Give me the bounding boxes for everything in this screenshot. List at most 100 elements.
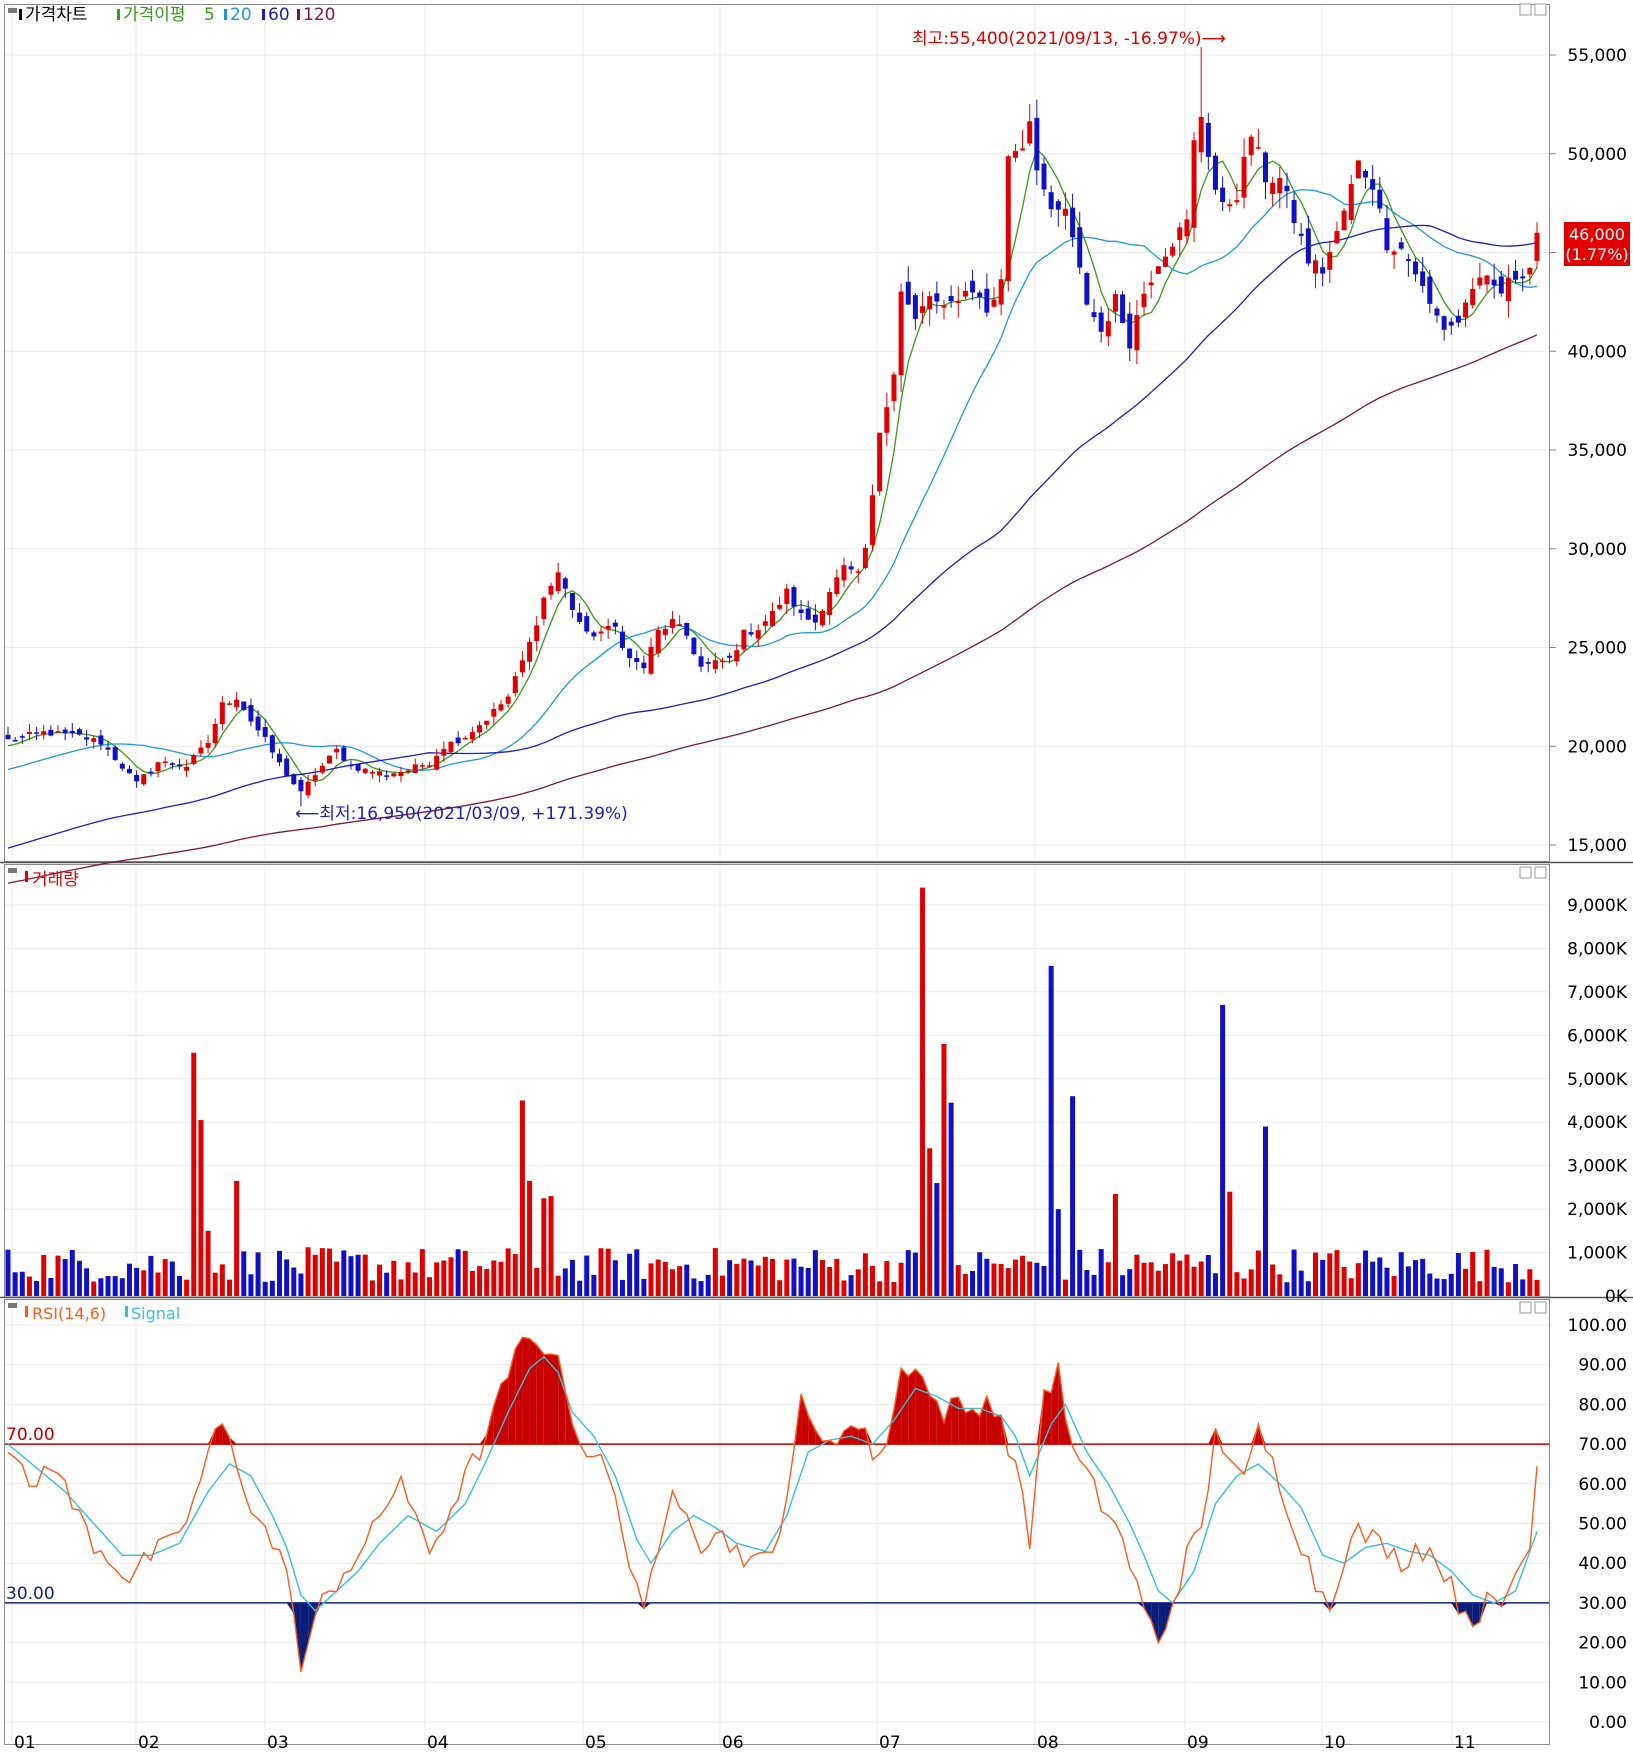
volume-bar	[12, 1272, 18, 1296]
candle-up	[391, 773, 397, 777]
panel-menu-icon[interactable]	[8, 8, 17, 13]
volume-bar	[534, 1267, 540, 1296]
last-price-change: (1.77%)	[1565, 245, 1628, 264]
candle-up	[1112, 294, 1118, 312]
minimize-icon[interactable]	[1519, 1301, 1532, 1314]
volume-bar	[977, 1252, 983, 1296]
candle-up	[26, 731, 32, 734]
volume-bar	[1091, 1274, 1097, 1296]
volume-bar	[591, 1274, 597, 1296]
candle-up	[191, 755, 197, 764]
candle-down	[912, 295, 918, 319]
minimize-icon[interactable]	[1519, 3, 1532, 16]
candle-up	[477, 725, 483, 733]
candle-down	[748, 632, 754, 635]
volume-bar	[334, 1261, 340, 1296]
candle-down	[1441, 316, 1447, 330]
rsi-overbought-fill	[1058, 1362, 1066, 1445]
candle-down	[1363, 170, 1369, 178]
candle-up	[955, 301, 961, 304]
candle-up	[927, 296, 933, 310]
volume-bar	[734, 1263, 740, 1296]
volume-bar	[1191, 1266, 1197, 1296]
candle-up	[1141, 293, 1147, 308]
candle-up	[327, 755, 333, 764]
rsi-overbought-fill	[215, 1424, 223, 1445]
candle-up	[1234, 200, 1240, 203]
volume-bar	[948, 1102, 954, 1296]
volume-legend: 거래량	[8, 868, 79, 890]
close-icon[interactable]	[1534, 866, 1547, 879]
rsi-oversold-fill	[643, 1602, 652, 1609]
volume-bar	[1234, 1272, 1240, 1296]
volume-bar	[805, 1267, 811, 1296]
rsi-overbought-fill	[529, 1338, 537, 1445]
volume-bar	[1384, 1267, 1390, 1296]
volume-tick-label: 5,000K	[1567, 1070, 1628, 1090]
volume-bar	[477, 1266, 483, 1296]
candle-down	[12, 740, 18, 742]
volume-bar	[655, 1259, 661, 1296]
candle-down	[1298, 233, 1304, 236]
legend-swatch-ma20	[224, 9, 227, 20]
candle-down	[705, 662, 711, 664]
volume-bar	[820, 1260, 826, 1296]
volume-bar	[584, 1255, 590, 1296]
volume-bar	[441, 1260, 447, 1296]
volume-bar	[1355, 1263, 1361, 1296]
candle-up	[1191, 140, 1197, 228]
candle-up	[362, 768, 368, 773]
volume-bar	[1034, 1262, 1040, 1296]
volume-bar	[434, 1262, 440, 1296]
volume-bar	[984, 1258, 990, 1296]
minimize-icon[interactable]	[1519, 866, 1532, 879]
candle-up	[784, 588, 790, 604]
legend-swatch-ma120	[297, 9, 300, 20]
candle-down	[1498, 276, 1504, 294]
candle-up	[305, 781, 311, 796]
candle-down	[1034, 117, 1040, 171]
candle-up	[1348, 183, 1354, 221]
panel-menu-icon[interactable]	[8, 868, 17, 873]
volume-bar	[1305, 1281, 1311, 1296]
candle-down	[262, 727, 268, 737]
rsi-overbought-fill	[851, 1425, 859, 1445]
candle-down	[977, 292, 983, 298]
x-axis-month-label: 07	[879, 1733, 901, 1753]
volume-bar	[119, 1278, 125, 1296]
candle-up	[1534, 232, 1540, 261]
volume-tick-label: 0K	[1605, 1287, 1628, 1307]
candle-down	[1220, 187, 1226, 202]
candle-down	[948, 295, 954, 302]
rsi-legend-title: RSI(14,6)	[32, 1304, 106, 1323]
volume-bar	[126, 1263, 132, 1296]
candle-down	[812, 614, 818, 623]
panel-menu-icon[interactable]	[8, 1303, 17, 1308]
candle-down	[1262, 152, 1268, 183]
candle-down	[241, 701, 247, 711]
candle-down	[1041, 163, 1047, 190]
volume-bar	[298, 1273, 304, 1296]
volume-bar	[291, 1267, 297, 1296]
candle-down	[1520, 276, 1526, 279]
low-price-annotation: ⟵최저:16,950(2021/03/09, +171.39%)	[295, 804, 628, 824]
candle-up	[1463, 302, 1469, 318]
volume-bar	[1162, 1264, 1168, 1296]
volume-bar	[48, 1277, 54, 1296]
volume-bar	[712, 1248, 718, 1296]
close-icon[interactable]	[1534, 1301, 1547, 1314]
candle-down	[569, 593, 575, 610]
volume-bar	[191, 1052, 197, 1296]
rsi-oversold-fill	[1136, 1602, 1145, 1608]
volume-bar	[1005, 1268, 1011, 1296]
price-panel-controls	[1519, 3, 1547, 16]
candle-down	[1370, 179, 1376, 190]
volume-bar	[498, 1261, 504, 1296]
candle-up	[820, 610, 826, 626]
volume-bar	[634, 1249, 640, 1296]
close-icon[interactable]	[1534, 3, 1547, 16]
volume-bar	[1498, 1268, 1504, 1296]
rsi-overbought-fill	[951, 1397, 959, 1445]
rsi-tick-label: 40.00	[1578, 1554, 1627, 1574]
candle-down	[355, 763, 361, 771]
